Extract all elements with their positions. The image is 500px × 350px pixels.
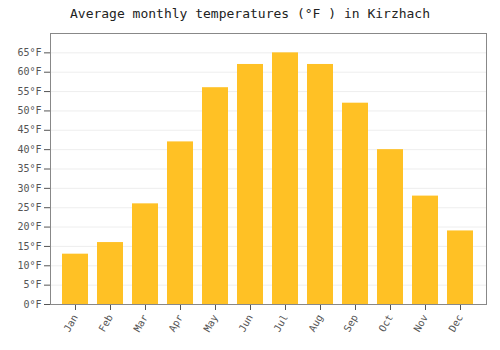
svg-text:Jan: Jan — [61, 313, 80, 334]
svg-text:Sep: Sep — [341, 313, 360, 334]
svg-text:60°F: 60°F — [17, 66, 41, 77]
svg-text:45°F: 45°F — [17, 124, 41, 135]
svg-text:Aug: Aug — [306, 313, 325, 334]
svg-text:Jul: Jul — [271, 313, 290, 334]
svg-text:10°F: 10°F — [17, 260, 41, 271]
svg-text:Apr: Apr — [166, 313, 185, 334]
svg-text:65°F: 65°F — [17, 47, 41, 58]
svg-text:May: May — [201, 313, 220, 334]
svg-text:35°F: 35°F — [17, 163, 41, 174]
svg-text:Dec: Dec — [446, 313, 465, 334]
svg-text:20°F: 20°F — [17, 221, 41, 232]
svg-text:Oct: Oct — [376, 313, 395, 334]
svg-text:25°F: 25°F — [17, 202, 41, 213]
svg-text:40°F: 40°F — [17, 144, 41, 155]
svg-text:30°F: 30°F — [17, 183, 41, 194]
svg-text:55°F: 55°F — [17, 86, 41, 97]
svg-text:Feb: Feb — [96, 313, 115, 334]
svg-text:0°F: 0°F — [23, 299, 41, 310]
svg-text:Jun: Jun — [236, 313, 255, 334]
svg-text:Mar: Mar — [131, 313, 150, 334]
svg-text:15°F: 15°F — [17, 241, 41, 252]
svg-text:Nov: Nov — [411, 313, 430, 334]
svg-text:5°F: 5°F — [23, 279, 41, 290]
html-text:Average monthly temperatures (: Average monthly temperatures (°F ) in Ki… — [70, 6, 430, 21]
svg-text:50°F: 50°F — [17, 105, 41, 116]
